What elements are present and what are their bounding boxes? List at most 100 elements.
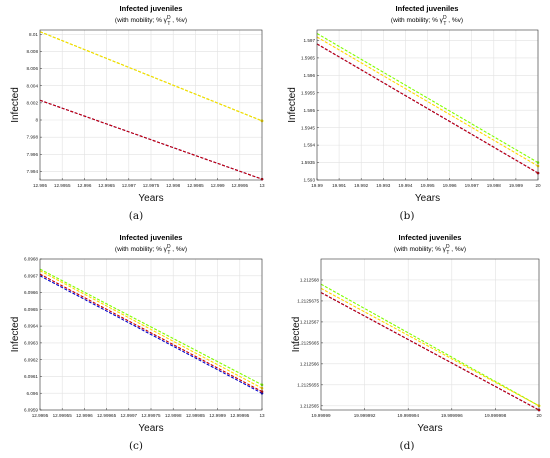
- y-tick-label: 6.0963: [24, 340, 38, 345]
- caption-d: (d): [399, 440, 415, 452]
- x-tick-label: 12.9965: [98, 183, 115, 188]
- x-tick-label: 13: [259, 413, 265, 418]
- chart-svg: Infected juveniles (with mobility; % γD T …: [291, 233, 542, 434]
- y-tick-label: 1.5955: [301, 90, 315, 95]
- x-tick-label: 12.9985: [187, 183, 204, 188]
- x-tick-label: 12.999: [211, 183, 225, 188]
- y-tick-label: 1.212565: [300, 403, 320, 408]
- y-tick-label: 1.2125655: [297, 382, 319, 387]
- y-tick-label: 8: [35, 118, 38, 123]
- x-tick-label: 19.996: [443, 183, 457, 188]
- x-tick-label: 19.993: [376, 183, 390, 188]
- x-tick-label: 12.9975: [143, 183, 160, 188]
- series-line-3: [39, 273, 263, 393]
- series-line-0: [39, 268, 263, 386]
- series-line-3: [39, 99, 263, 180]
- y-axis-label: Infected: [287, 87, 298, 123]
- x-tick-label: 19.999998: [485, 413, 507, 418]
- y-tick-label: 8.01: [29, 32, 38, 37]
- caption-b: (b): [399, 210, 415, 222]
- x-tick-label: 19.998: [487, 183, 501, 188]
- chart-title: Infected juveniles: [120, 233, 183, 242]
- y-tick-label: 1.212568: [300, 278, 320, 283]
- x-tick-label: 12.9997: [120, 413, 137, 418]
- y-tick-label: 6.096: [27, 391, 39, 396]
- x-tick-label: 12.99955: [53, 413, 73, 418]
- y-tick-label: 1.594: [304, 143, 316, 148]
- x-tick-label: 19.992: [354, 183, 368, 188]
- y-axis-label: Infected: [291, 317, 302, 353]
- chart-title: Infected juveniles: [120, 4, 183, 13]
- x-tick-label: 19.997: [465, 183, 479, 188]
- chart-title: Infected juveniles: [399, 233, 462, 242]
- y-tick-label: 6.0965: [24, 307, 38, 312]
- x-tick-label: 19.999994: [397, 413, 419, 418]
- chart-subtitle: (with mobility; % γD T , %v): [394, 244, 466, 256]
- x-tick-label: 19.999: [509, 183, 523, 188]
- x-tick-label: 12.998: [166, 183, 180, 188]
- x-tick-label: 12.9996: [76, 413, 93, 418]
- x-axis-label: Years: [138, 423, 163, 434]
- x-tick-label: 12.99995: [230, 413, 250, 418]
- x-axis-label: Years: [417, 423, 442, 434]
- chart-panel-a: Infected juveniles (with mobility; % γD T …: [0, 0, 275, 229]
- x-tick-label: 12.995: [33, 183, 47, 188]
- y-tick-label: 1.596: [304, 73, 316, 78]
- x-tick-label: 19.99999: [311, 413, 331, 418]
- x-tick-label: 13: [259, 183, 265, 188]
- x-tick-label: 12.9955: [54, 183, 71, 188]
- axes-frame: [320, 258, 540, 411]
- y-tick-label: 1.2125675: [297, 299, 319, 304]
- y-tick-label: 8.008: [27, 49, 39, 54]
- y-tick-label: 7.998: [27, 135, 39, 140]
- y-tick-label: 8.006: [27, 66, 39, 71]
- y-tick-label: 6.0967: [24, 273, 38, 278]
- x-tick-label: 19.991: [332, 183, 346, 188]
- x-tick-label: 19.999992: [354, 413, 376, 418]
- x-tick-label: 20: [535, 183, 541, 188]
- series-line-0: [320, 283, 540, 407]
- x-tick-label: 12.996: [77, 183, 91, 188]
- y-tick-label: 1.5965: [301, 56, 315, 61]
- y-axis-label: Infected: [10, 87, 21, 123]
- y-tick-label: 1.595: [304, 108, 316, 113]
- y-tick-label: 1.2125665: [297, 340, 319, 345]
- y-tick-label: 8.004: [27, 83, 39, 88]
- y-tick-label: 1.5935: [301, 160, 315, 165]
- y-tick-label: 1.212567: [300, 320, 320, 325]
- y-tick-label: 1.593: [304, 178, 316, 183]
- x-tick-label: 19.999996: [441, 413, 463, 418]
- y-tick-label: 6.0961: [24, 374, 38, 379]
- caption-c: (c): [128, 440, 144, 452]
- y-tick-label: 1.5945: [301, 125, 315, 130]
- series-line-1: [39, 270, 263, 389]
- y-tick-label: 8.002: [27, 100, 39, 105]
- chart-subtitle: (with mobility; % γD T , %v): [391, 15, 463, 27]
- x-axis-label: Years: [415, 193, 440, 204]
- x-tick-label: 19.994: [398, 183, 412, 188]
- series-line-2: [39, 275, 263, 394]
- chart-svg: Infected juveniles (with mobility; % γD T …: [287, 4, 541, 204]
- x-tick-label: 12.9998: [165, 413, 182, 418]
- y-tick-label: 7.996: [27, 152, 39, 157]
- y-tick-label: 6.0959: [24, 408, 38, 413]
- x-tick-label: 20: [536, 413, 542, 418]
- y-tick-label: 6.0966: [24, 290, 38, 295]
- axes-frame: [39, 258, 263, 411]
- x-tick-label: 12.9995: [231, 183, 248, 188]
- x-tick-label: 12.9995: [32, 413, 49, 418]
- x-tick-label: 12.99985: [186, 413, 206, 418]
- y-tick-label: 6.0962: [24, 357, 38, 362]
- chart-panel-b: Infected juveniles (with mobility; % γD T …: [275, 0, 550, 229]
- x-tick-label: 12.99965: [97, 413, 117, 418]
- chart-subtitle: (with mobility; % γD T , %v): [115, 244, 187, 256]
- y-tick-label: 1.597: [304, 38, 316, 43]
- axes-frame: [39, 29, 263, 181]
- caption-a: (a): [128, 210, 144, 222]
- y-tick-label: 6.0964: [24, 324, 38, 329]
- chart-svg: Infected juveniles (with mobility; % γD T …: [10, 4, 265, 204]
- x-tick-label: 19.995: [420, 183, 434, 188]
- y-tick-label: 6.0968: [24, 257, 38, 262]
- y-axis-label: Infected: [10, 317, 21, 353]
- x-tick-label: 12.9999: [209, 413, 226, 418]
